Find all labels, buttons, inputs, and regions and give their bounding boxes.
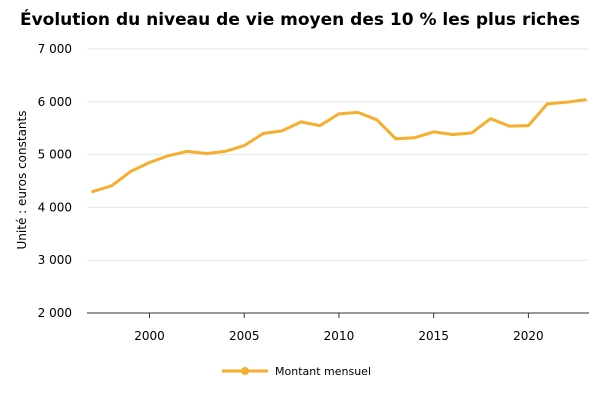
x-tick-label: 2005 [229,329,260,343]
y-axis-label: Unité : euros constants [15,111,29,250]
series-layer [91,98,587,194]
legend-swatch-marker [241,367,249,375]
chart-title: Évolution du niveau de vie moyen des 10 … [20,8,580,30]
x-tick-label: 2015 [418,329,449,343]
x-tick-label: 2000 [134,329,165,343]
y-tick-label: 3 000 [38,253,72,267]
axes: 2 000 3 000 4 000 5 000 6 000 7 000 2000 2005 20… [38,42,589,343]
x-tick-label: 2010 [324,329,355,343]
legend-label: Montant mensuel [275,365,371,378]
y-tick-label: 4 000 [38,200,72,214]
y-tick-label: 5 000 [38,148,72,162]
y-tick-label: 7 000 [38,42,72,56]
series-line [91,98,587,194]
y-tick-label: 6 000 [38,95,72,109]
y-tick-label: 2 000 [38,306,72,320]
x-tick-label: 2020 [513,329,544,343]
legend: Montant mensuel [222,365,371,378]
grid [87,48,589,261]
